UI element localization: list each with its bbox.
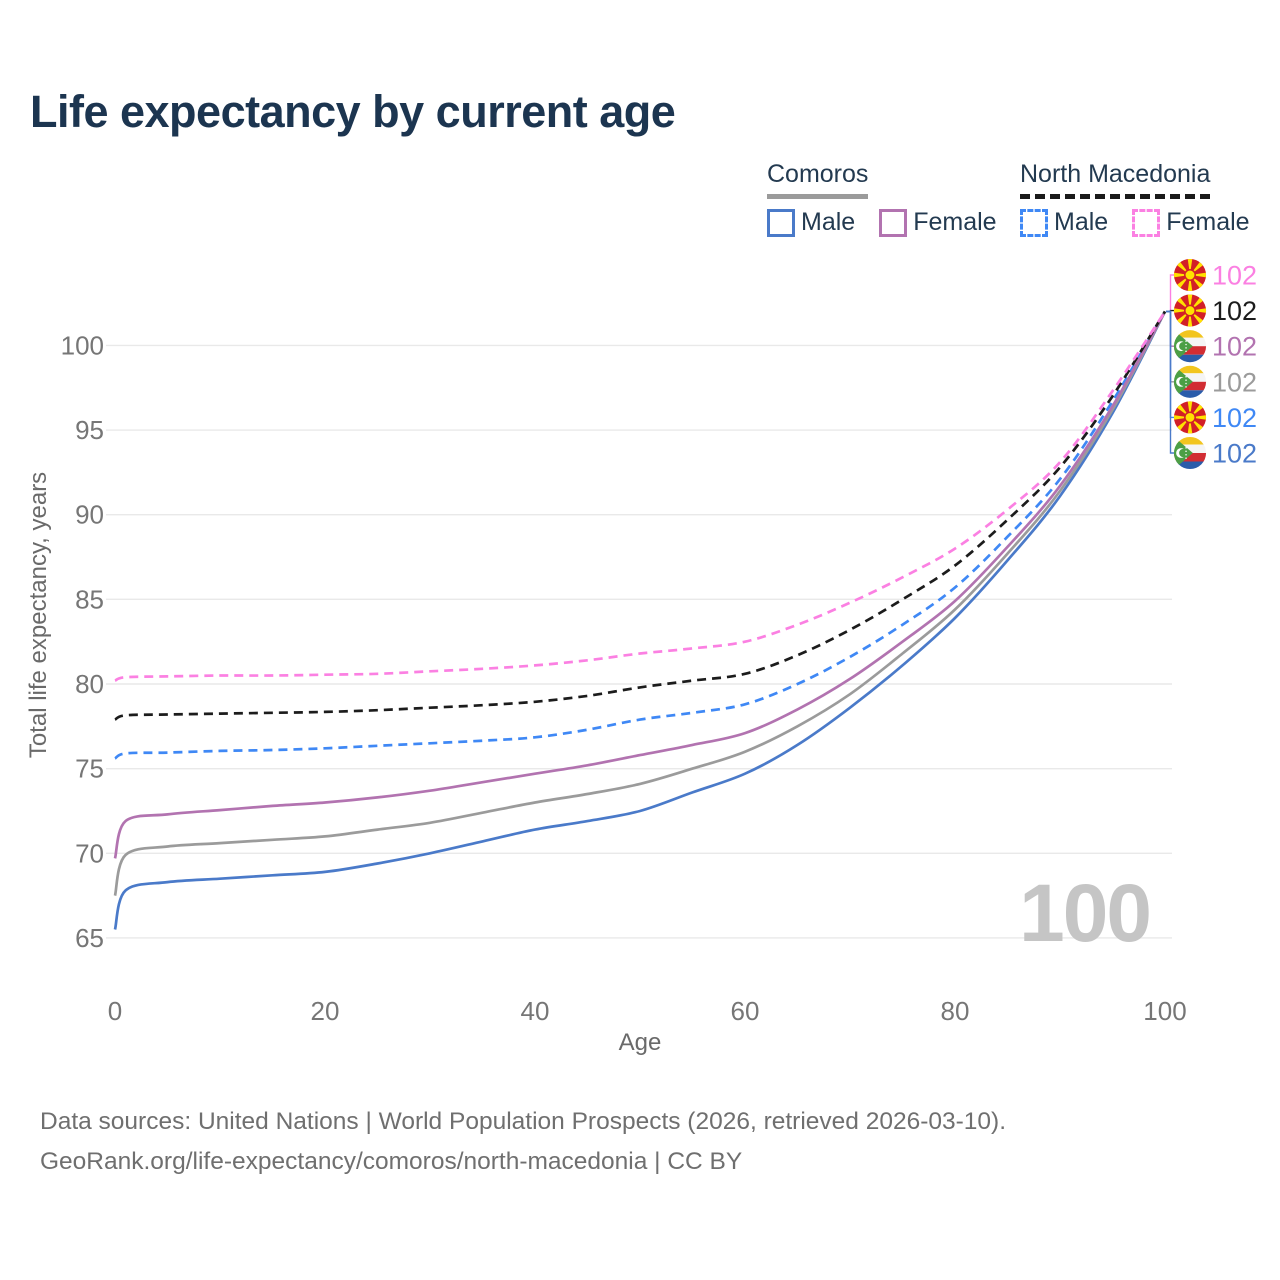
legend: Comoros Male Female North Macedonia Male [0,160,1280,250]
comoros-female-swatch-icon [879,208,908,237]
y-tick-label: 100 [61,330,104,360]
label-leader-line [1166,274,1174,313]
x-axis-title: Age [619,1029,662,1056]
comoros-flag-icon [1173,365,1207,399]
legend-item-label: Female [1166,208,1250,236]
legend-item-comoros-female[interactable]: Female [879,208,997,237]
footer-sources-line: Data sources: United Nations | World Pop… [40,1108,1007,1135]
north-macedonia-flag-icon [1171,399,1208,436]
end-value-label-comoros-male: 102 [1212,439,1257,469]
y-tick-label: 75 [75,754,104,784]
data-source-note: Data sources: United Nations | World Pop… [40,1102,1006,1182]
y-tick-label: 80 [75,669,104,699]
legend-item-label: Male [801,208,856,236]
end-value-label-comoros-female: 102 [1212,332,1257,362]
series-line-comoros-male [113,310,1167,930]
y-axis-title: Total life expectancy, years [25,472,52,758]
series-line-comoros-female [113,310,1167,859]
y-tick-label: 65 [75,923,104,953]
series-line-north-macedonia-both-sexes [114,310,1167,721]
end-value-label-north-macedonia-male: 102 [1212,403,1257,433]
y-tick-label: 70 [75,838,104,868]
legend-item-north-macedonia-female[interactable]: Female [1132,208,1250,237]
north-macedonia-male-swatch-icon [1020,208,1048,237]
end-value-label-north-macedonia-female: 102 [1212,261,1257,291]
end-value-label-comoros-both-sexes: 102 [1212,367,1257,397]
footer-attribution-line[interactable]: GeoRank.org/life-expectancy/comoros/nort… [40,1148,743,1175]
x-tick-label: 100 [1143,996,1186,1026]
y-tick-label: 85 [75,584,104,614]
series-line-north-macedonia-male [114,310,1167,760]
legend-country-comoros[interactable]: Comoros [767,160,869,199]
legend-group-north-macedonia: North Macedonia Male Female [1020,160,1250,237]
legend-item-comoros-male[interactable]: Male [767,208,855,237]
legend-item-north-macedonia-male[interactable]: Male [1020,208,1108,237]
legend-group-comoros: Comoros Male Female [767,160,997,237]
comoros-male-swatch-icon [767,208,795,237]
series-line-comoros-both-sexes [113,310,1167,896]
north-macedonia-female-swatch-icon [1132,208,1161,237]
x-tick-label: 80 [941,996,970,1026]
legend-item-label: Male [1054,208,1109,236]
y-tick-label: 95 [75,415,104,445]
x-tick-label: 20 [311,996,340,1026]
north-macedonia-flag-icon [1171,256,1208,293]
x-tick-label: 60 [731,996,760,1026]
x-tick-label: 0 [108,996,122,1026]
comoros-flag-icon [1173,329,1207,363]
end-value-label-north-macedonia-both-sexes: 102 [1212,296,1257,326]
page-title: Life expectancy by current age [30,86,676,137]
legend-item-label: Female [913,208,997,236]
north-macedonia-flag-icon [1171,292,1208,329]
comoros-flag-icon [1173,436,1207,470]
age-counter-watermark: 100 [1019,868,1150,959]
y-tick-label: 90 [75,500,104,530]
x-tick-label: 40 [521,996,550,1026]
label-leader-line [1166,310,1174,454]
series-line-north-macedonia-female [114,310,1167,682]
legend-country-north-macedonia[interactable]: North Macedonia [1020,160,1211,199]
